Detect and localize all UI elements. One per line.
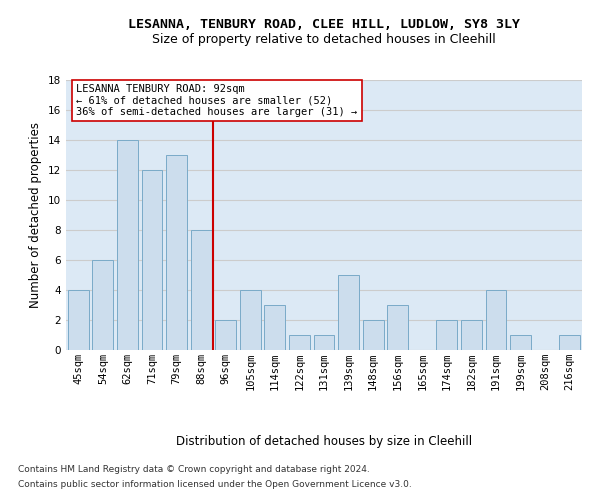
Text: Distribution of detached houses by size in Cleehill: Distribution of detached houses by size … xyxy=(176,435,472,448)
Bar xyxy=(265,305,286,350)
Bar xyxy=(461,320,482,350)
Text: Contains HM Land Registry data © Crown copyright and database right 2024.: Contains HM Land Registry data © Crown c… xyxy=(18,465,370,474)
Bar xyxy=(215,320,236,350)
Bar xyxy=(436,320,457,350)
Bar xyxy=(338,275,359,350)
Bar xyxy=(485,290,506,350)
Bar xyxy=(289,335,310,350)
Bar xyxy=(92,260,113,350)
Text: Size of property relative to detached houses in Cleehill: Size of property relative to detached ho… xyxy=(152,32,496,46)
Bar xyxy=(191,230,212,350)
Text: Contains public sector information licensed under the Open Government Licence v3: Contains public sector information licen… xyxy=(18,480,412,489)
Bar xyxy=(117,140,138,350)
Bar xyxy=(142,170,163,350)
Bar xyxy=(559,335,580,350)
Bar xyxy=(362,320,383,350)
Bar xyxy=(240,290,261,350)
Bar xyxy=(387,305,408,350)
Text: LESANNA, TENBURY ROAD, CLEE HILL, LUDLOW, SY8 3LY: LESANNA, TENBURY ROAD, CLEE HILL, LUDLOW… xyxy=(128,18,520,30)
Y-axis label: Number of detached properties: Number of detached properties xyxy=(29,122,43,308)
Bar xyxy=(68,290,89,350)
Bar xyxy=(166,155,187,350)
Bar xyxy=(314,335,334,350)
Text: LESANNA TENBURY ROAD: 92sqm
← 61% of detached houses are smaller (52)
36% of sem: LESANNA TENBURY ROAD: 92sqm ← 61% of det… xyxy=(76,84,358,117)
Bar xyxy=(510,335,531,350)
